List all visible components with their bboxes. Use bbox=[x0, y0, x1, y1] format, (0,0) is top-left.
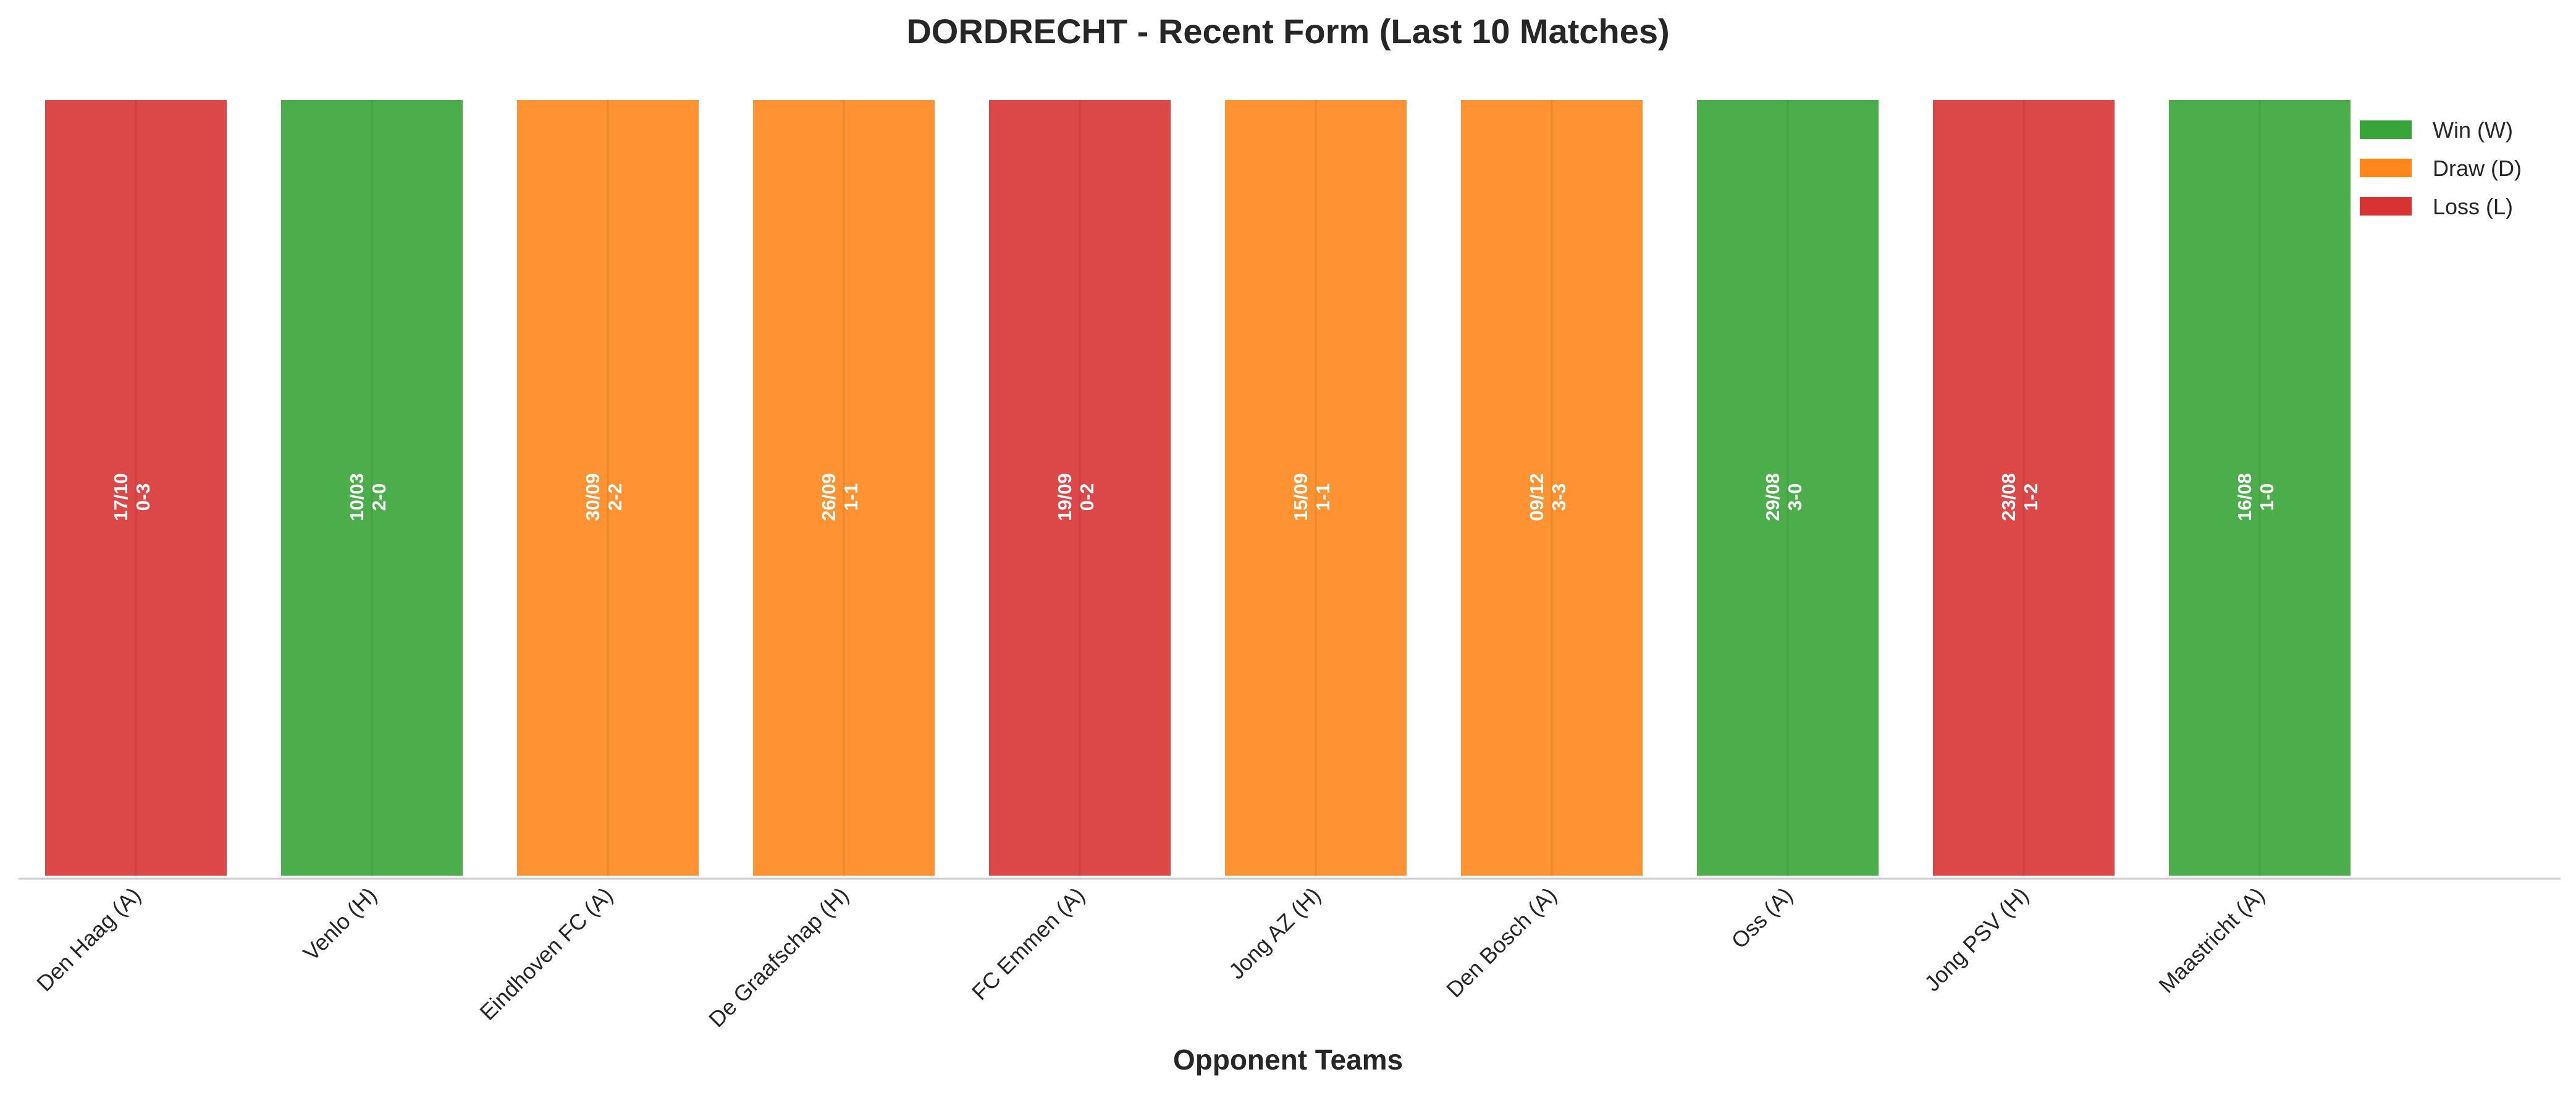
bar-date-3: 30/09 bbox=[582, 473, 604, 521]
x-tick-label-9: Jong PSV (H) bbox=[1919, 882, 2034, 997]
bar-label-10: 16/081-0 bbox=[2234, 473, 2278, 521]
bar-5 bbox=[987, 98, 1173, 878]
x-tick-label-7: Den Bosch (A) bbox=[1441, 882, 1562, 1003]
chart-title: DORDRECHT - Recent Form (Last 10 Matches… bbox=[906, 12, 1669, 51]
legend-swatch-w bbox=[2360, 120, 2412, 139]
bar-label-3: 30/092-2 bbox=[582, 473, 626, 521]
bar-date-6: 15/09 bbox=[1290, 473, 1311, 521]
bar-date-1: 17/10 bbox=[110, 473, 132, 521]
bar-label-9: 23/081-2 bbox=[1998, 473, 2042, 521]
bar-label-6: 15/091-1 bbox=[1290, 473, 1334, 521]
bar-date-5: 19/09 bbox=[1054, 473, 1075, 521]
bar-score-3: 2-2 bbox=[604, 484, 626, 511]
legend-swatch-l bbox=[2360, 197, 2412, 216]
bar-label-8: 29/083-0 bbox=[1762, 473, 1806, 521]
bar-score-6: 1-1 bbox=[1312, 484, 1334, 511]
bar-label-2: 10/032-0 bbox=[346, 473, 390, 521]
bar-10 bbox=[2166, 98, 2353, 878]
legend: Win (W) Draw (D) Loss (L) bbox=[2360, 117, 2522, 219]
bar-3 bbox=[515, 98, 701, 878]
x-tick-labels: Den Haag (A) Venlo (H) Eindhoven FC (A) De … bbox=[32, 882, 2270, 1032]
bars-group: 17/100-3 10/032-0 30/092-2 26/091-1 19/090-2… bbox=[43, 98, 2353, 878]
bar-score-7: 3-3 bbox=[1548, 484, 1570, 511]
legend-swatch-d bbox=[2360, 159, 2412, 177]
x-tick-label-2: Venlo (H) bbox=[298, 882, 382, 966]
bar-7 bbox=[1458, 98, 1645, 878]
x-tick-label-3: Eindhoven FC (A) bbox=[474, 882, 617, 1025]
bar-label-7: 09/123-3 bbox=[1526, 473, 1570, 521]
bar-score-4: 1-1 bbox=[840, 484, 862, 511]
bar-score-10: 1-0 bbox=[2256, 484, 2278, 511]
bar-label-1: 17/100-3 bbox=[110, 473, 154, 521]
x-tick-label-10: Maastricht (A) bbox=[2153, 882, 2269, 998]
x-tick-label-6: Jong AZ (H) bbox=[1224, 882, 1326, 984]
bar-9 bbox=[1930, 98, 2117, 878]
bar-2 bbox=[279, 98, 465, 878]
bar-date-9: 23/08 bbox=[1998, 473, 2019, 521]
bar-label-5: 19/090-2 bbox=[1054, 473, 1098, 521]
legend-label-l: Loss (L) bbox=[2433, 194, 2513, 219]
bar-date-7: 09/12 bbox=[1526, 473, 1547, 521]
bar-score-8: 3-0 bbox=[1784, 484, 1806, 511]
legend-label-w: Win (W) bbox=[2433, 117, 2513, 143]
bar-8 bbox=[1694, 98, 1881, 878]
x-tick-label-5: FC Emmen (A) bbox=[967, 882, 1090, 1005]
bar-4 bbox=[751, 98, 937, 878]
bar-score-2: 2-0 bbox=[368, 484, 390, 511]
bar-date-4: 26/09 bbox=[818, 473, 840, 521]
bar-6 bbox=[1223, 98, 1409, 878]
bar-score-5: 0-2 bbox=[1076, 484, 1098, 511]
bar-score-9: 1-2 bbox=[2020, 484, 2042, 511]
bar-date-2: 10/03 bbox=[346, 473, 368, 521]
x-axis-label: Opponent Teams bbox=[1173, 1044, 1403, 1076]
bar-label-4: 26/091-1 bbox=[818, 473, 862, 521]
bar-date-10: 16/08 bbox=[2234, 473, 2255, 521]
x-tick-label-1: Den Haag (A) bbox=[32, 882, 146, 997]
bar-score-1: 0-3 bbox=[132, 484, 154, 511]
x-tick-label-8: Oss (A) bbox=[1726, 882, 1797, 953]
bar-1 bbox=[43, 98, 229, 878]
x-tick-label-4: De Graafschap (H) bbox=[704, 882, 854, 1032]
bar-date-8: 29/08 bbox=[1762, 473, 1783, 521]
legend-label-d: Draw (D) bbox=[2433, 156, 2522, 181]
